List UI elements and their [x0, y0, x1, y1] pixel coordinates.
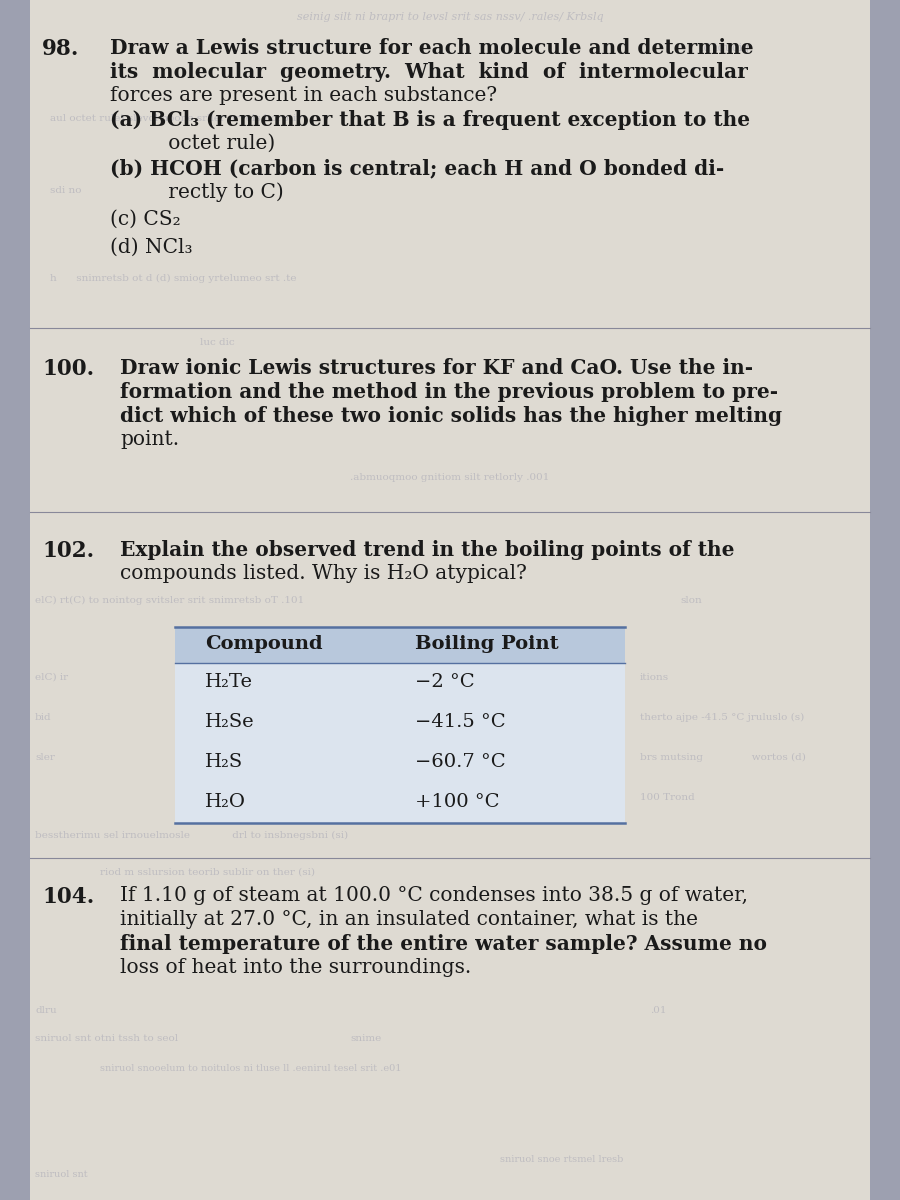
Text: sniruol snt: sniruol snt	[35, 1170, 87, 1178]
Text: snime: snime	[350, 1034, 382, 1043]
Text: its  molecular  geometry.  What  kind  of  intermolecular: its molecular geometry. What kind of int…	[110, 62, 748, 82]
Text: therto ajpe -41.5 °C jruluslo (s): therto ajpe -41.5 °C jruluslo (s)	[640, 713, 805, 722]
Text: Compound: Compound	[205, 635, 322, 653]
Text: elC) ir: elC) ir	[35, 673, 68, 682]
Text: elC) rt(C) to nointog svitsler srit snimretsb oT .101: elC) rt(C) to nointog svitsler srit snim…	[35, 596, 304, 605]
Text: (b) HCOH (carbon is central; each H and O bonded di-: (b) HCOH (carbon is central; each H and …	[110, 158, 724, 178]
Text: dict which of these two ionic solids has the higher melting: dict which of these two ionic solids has…	[120, 406, 782, 426]
Text: Draw ionic Lewis structures for KF and CaO. Use the in-: Draw ionic Lewis structures for KF and C…	[120, 358, 753, 378]
Text: formation and the method in the previous problem to pre-: formation and the method in the previous…	[120, 382, 778, 402]
Text: forces are present in each substance?: forces are present in each substance?	[110, 86, 497, 104]
Text: sniruol snoe rtsmel lresb: sniruol snoe rtsmel lresb	[500, 1154, 624, 1164]
Text: bid: bid	[35, 713, 51, 722]
Bar	[175, 662, 625, 703]
Text: −41.5 °C: −41.5 °C	[415, 713, 506, 731]
Text: −2 °C: −2 °C	[415, 673, 474, 691]
Text: brs mutsing               wortos (d): brs mutsing wortos (d)	[640, 754, 806, 762]
Text: 98.: 98.	[42, 38, 79, 60]
Text: sdi no: sdi no	[50, 186, 82, 194]
Text: Explain the observed trend in the boiling points of the: Explain the observed trend in the boilin…	[120, 540, 734, 560]
Text: final temperature of the entire water sample? Assume no: final temperature of the entire water sa…	[120, 934, 767, 954]
Text: .abmuoqmoo gnitiom silt retlorly .001: .abmuoqmoo gnitiom silt retlorly .001	[350, 473, 549, 482]
Text: (a) BCl₃ (remember that B is a frequent exception to the: (a) BCl₃ (remember that B is a frequent …	[110, 110, 750, 130]
Text: octet rule): octet rule)	[130, 134, 275, 152]
Text: seinig silt ni brapri to levsl srit sas nssv/ .rales/ Krbslq: seinig silt ni brapri to levsl srit sas …	[297, 12, 603, 22]
Text: −60.7 °C: −60.7 °C	[415, 754, 506, 770]
Text: Boiling Point: Boiling Point	[415, 635, 559, 653]
Bar	[175, 703, 625, 743]
Text: id iquoig: id iquoig	[700, 43, 749, 53]
Text: compounds listed. Why is H₂O atypical?: compounds listed. Why is H₂O atypical?	[120, 564, 526, 583]
Text: besstherimu sel irnouelmosle             drl to insbnegsbni (si): besstherimu sel irnouelmosle drl to insb…	[35, 830, 348, 840]
Text: loss of heat into the surroundings.: loss of heat into the surroundings.	[120, 958, 472, 977]
Text: sler: sler	[35, 754, 55, 762]
Bar	[175, 782, 625, 823]
Text: H₂S: H₂S	[205, 754, 243, 770]
Text: Draw a Lewis structure for each molecule and determine: Draw a Lewis structure for each molecule…	[110, 38, 753, 58]
Text: H₂Te: H₂Te	[205, 673, 253, 691]
Text: H₂O: H₂O	[205, 793, 246, 811]
Text: itions: itions	[640, 673, 669, 682]
Text: (c) CS₂: (c) CS₂	[110, 210, 181, 229]
Text: +100 °C: +100 °C	[415, 793, 500, 811]
Text: sniruol snt otni tssh to seol: sniruol snt otni tssh to seol	[35, 1034, 178, 1043]
Text: sniruol snooelum to noitulos ni tluse ll .eenirul tesel srit .e01: sniruol snooelum to noitulos ni tluse ll…	[100, 1064, 401, 1073]
Text: If 1.10 g of steam at 100.0 °C condenses into 38.5 g of water,: If 1.10 g of steam at 100.0 °C condenses…	[120, 886, 748, 905]
Text: aul octet rule) slevol noone srller nrvels borptiv: aul octet rule) slevol noone srller nrve…	[50, 114, 302, 124]
Text: luc dic: luc dic	[200, 338, 235, 347]
Text: H₂Se: H₂Se	[205, 713, 255, 731]
Text: 104.: 104.	[42, 886, 94, 908]
Bar	[175, 743, 625, 782]
Text: rectly to C): rectly to C)	[130, 182, 284, 202]
Text: 102.: 102.	[42, 540, 94, 562]
Text: (d) NCl₃: (d) NCl₃	[110, 238, 193, 257]
Text: 100.: 100.	[42, 358, 94, 380]
Text: 100 Trond: 100 Trond	[640, 793, 695, 802]
Text: .01: .01	[650, 1006, 667, 1015]
Text: point.: point.	[120, 430, 179, 449]
Text: dlru: dlru	[35, 1006, 57, 1015]
Text: slon: slon	[680, 596, 702, 605]
Text: initially at 27.0 °C, in an insulated container, what is the: initially at 27.0 °C, in an insulated co…	[120, 910, 698, 929]
Text: riod m sslursion teorib sublir on ther (si): riod m sslursion teorib sublir on ther (…	[100, 868, 315, 877]
Bar	[175, 626, 625, 662]
Text: h      snimretsb ot d (d) smiog yrtelumeo srt .te: h snimretsb ot d (d) smiog yrtelumeo srt…	[50, 274, 296, 283]
